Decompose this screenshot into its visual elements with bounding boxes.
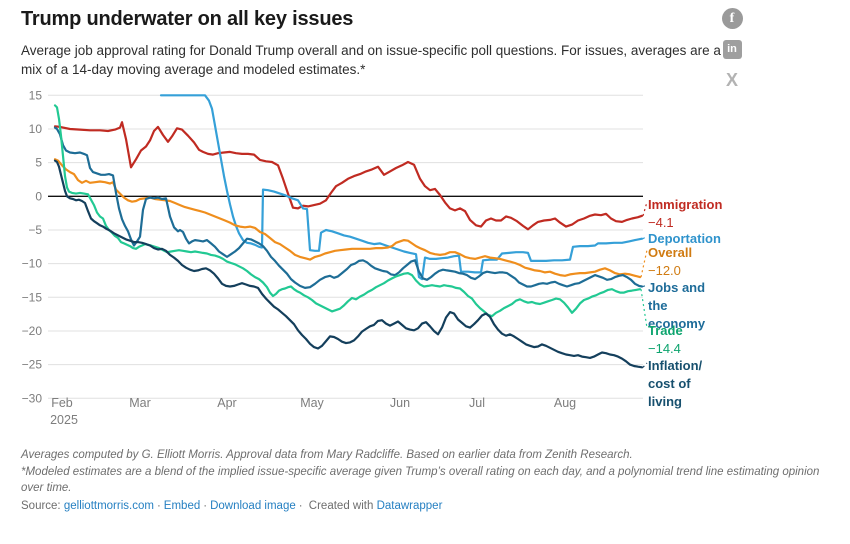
embed-link[interactable]: Embed [163,500,201,512]
x-axis-month-label: May [300,396,324,410]
facebook-share-icon[interactable]: f [721,8,743,29]
y-axis-tick-label: −10 [22,257,43,271]
page-title: Trump underwater on all key issues [21,8,354,30]
note-credits: Averages computed by G. Elliott Morris. … [21,449,633,461]
separator-dot: · [298,500,303,512]
series-line-jobs-and-the-economy [53,126,644,289]
datawrapper-link[interactable]: Datawrapper [376,500,443,512]
y-axis-tick-label: −30 [22,391,43,405]
note-methodology: *Modeled estimates are a blend of the im… [21,465,820,495]
x-axis-month-label: Feb [51,396,73,410]
separator-dot: · [156,500,161,512]
download-image-link[interactable]: Download image [210,500,296,512]
y-axis-tick-label: −20 [22,324,43,338]
chart-description: Average job approval rating for Donald T… [21,43,721,77]
series-line-immigration [53,121,644,231]
x-axis-month-label: Mar [129,396,151,410]
x-axis-month-label: Apr [217,396,236,410]
y-axis-tick-label: −15 [22,290,43,304]
chart-notes: Averages computed by G. Elliott Morris. … [21,447,831,497]
linkedin-share-icon[interactable]: in [722,40,742,59]
label-leader-line [642,362,648,368]
label-leader-line [642,284,648,288]
y-axis-tick-label: 5 [35,156,42,170]
x-axis-month-label: Jul [469,396,485,410]
series-line-inflation-cost-of-living [53,159,644,369]
series-line-overall [53,158,642,279]
source-link[interactable]: gelliottmorris.com [63,500,154,512]
share-toolbar: f in X [720,8,744,90]
x-axis-year-label: 2025 [50,413,78,427]
y-axis-tick-label: 15 [29,88,43,102]
y-axis-tick-label: −25 [22,358,43,372]
label-leader-line [642,235,648,240]
series-line-trade [53,104,642,318]
label-leader-line [640,289,648,329]
y-axis-tick-label: 10 [29,122,43,136]
label-leader-line [642,201,648,216]
x-axis-month-label: Jun [390,396,410,410]
x-axis-month-label: Aug [554,396,576,410]
line-chart: 15 10 5 0 −5 −10 −15 −20 −25 −30 Feb 2025 Mar Apr May J… [22,88,648,427]
y-axis-tick-label: −5 [28,223,42,237]
separator-dot: · [203,500,208,512]
source-line: Source: gelliottmorris.com · Embed · Downloa… [21,500,442,512]
y-axis-tick-label: 0 [35,189,42,203]
created-with-label: Created with [308,500,374,512]
source-label: Source: [21,500,61,512]
x-share-icon[interactable]: X [725,70,738,90]
